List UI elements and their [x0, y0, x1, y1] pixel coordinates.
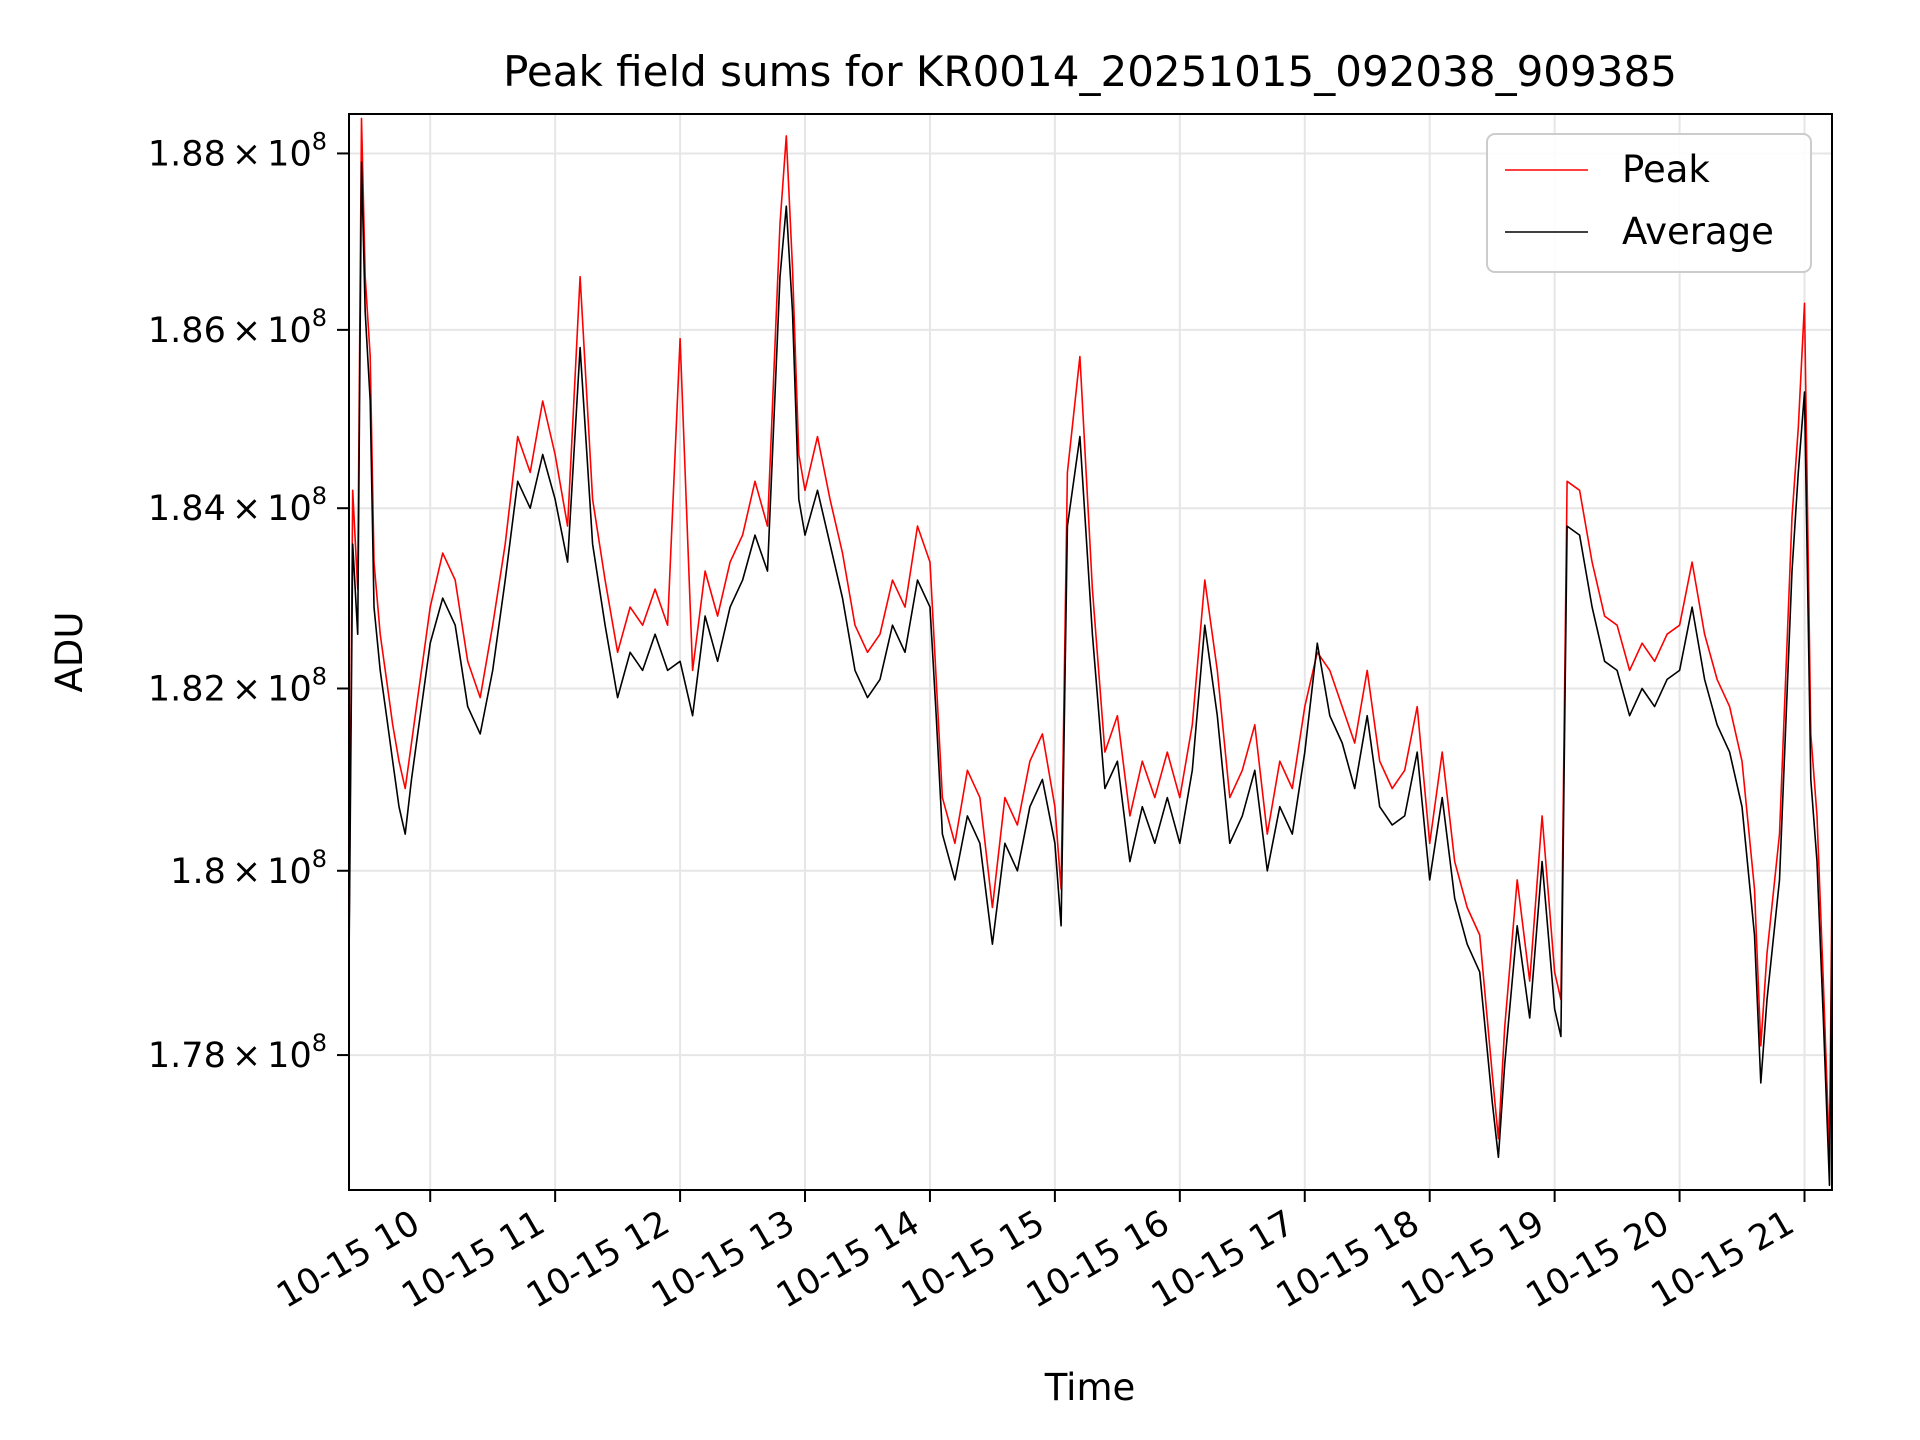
series-average-line: [348, 161, 1833, 1187]
legend-peak-label: Peak: [1622, 148, 1710, 191]
y-tick-label: 1.86 × 108: [148, 304, 327, 351]
legend: Peak Average: [1486, 133, 1812, 273]
y-tick-label: 1.82 × 108: [148, 662, 327, 709]
plot-frame: [348, 113, 1833, 1191]
legend-average-label: Average: [1622, 210, 1774, 253]
y-tick-label: 1.88 × 108: [148, 127, 327, 174]
y-axis-label: ADU: [48, 612, 91, 693]
y-tick-label: 1.8 × 108: [170, 845, 327, 892]
y-tick-label: 1.84 × 108: [148, 482, 327, 529]
chart-title: Peak field sums for KR0014_20251015_0920…: [503, 47, 1677, 96]
legend-box: [1486, 133, 1812, 273]
series-layer: [348, 117, 1833, 1187]
x-axis-label: Time: [1044, 1366, 1136, 1409]
y-tick-label: 1.78 × 108: [148, 1029, 327, 1076]
y-tick-layer: 1.78 × 108 1.8 × 108 1.82 × 108 1.84 × 108 1.86 × 108 1…: [148, 127, 349, 1076]
